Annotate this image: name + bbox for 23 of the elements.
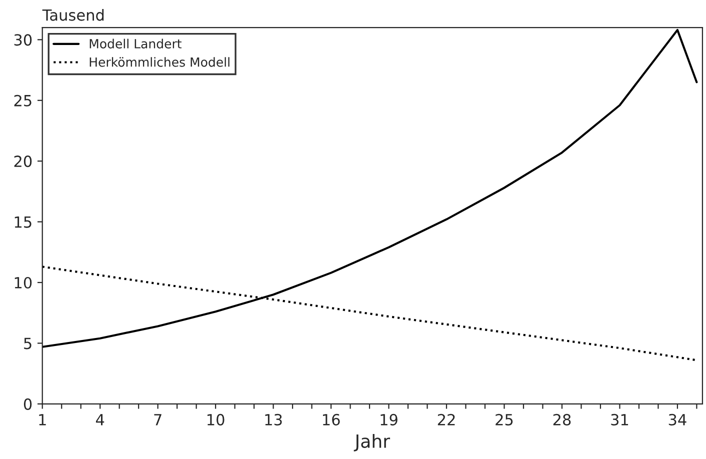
x-tick-label: 10 bbox=[208, 414, 224, 426]
y-tick-label: 0 bbox=[24, 398, 32, 410]
y-tick-label: 30 bbox=[14, 34, 32, 46]
x-tick-label: 7 bbox=[154, 414, 162, 426]
x-tick-label: 19 bbox=[380, 414, 398, 426]
y-tick-label: 5 bbox=[24, 338, 32, 350]
x-tick-label: 4 bbox=[96, 414, 104, 426]
x-tick-label: 16 bbox=[322, 414, 340, 426]
legend-label: Herkömmliches Modell bbox=[90, 57, 230, 67]
legend-label: Modell Landert bbox=[90, 38, 182, 48]
y-tick-label: 25 bbox=[14, 94, 32, 106]
y-tick-label: 15 bbox=[14, 216, 32, 228]
x-tick-label: 28 bbox=[553, 414, 571, 426]
x-tick-label: 31 bbox=[611, 414, 628, 426]
y-tick-label: 20 bbox=[14, 156, 32, 168]
y-axis-title: Tausend bbox=[42, 8, 104, 21]
y-tick-label: 10 bbox=[14, 276, 32, 289]
x-axis-title: Jahr bbox=[354, 434, 390, 452]
x-tick-label: 34 bbox=[668, 414, 686, 426]
x-tick-label: 25 bbox=[496, 414, 513, 426]
x-tick-label: 22 bbox=[438, 414, 455, 426]
x-tick-label: 13 bbox=[265, 414, 282, 426]
x-tick-label: 1 bbox=[39, 414, 46, 426]
